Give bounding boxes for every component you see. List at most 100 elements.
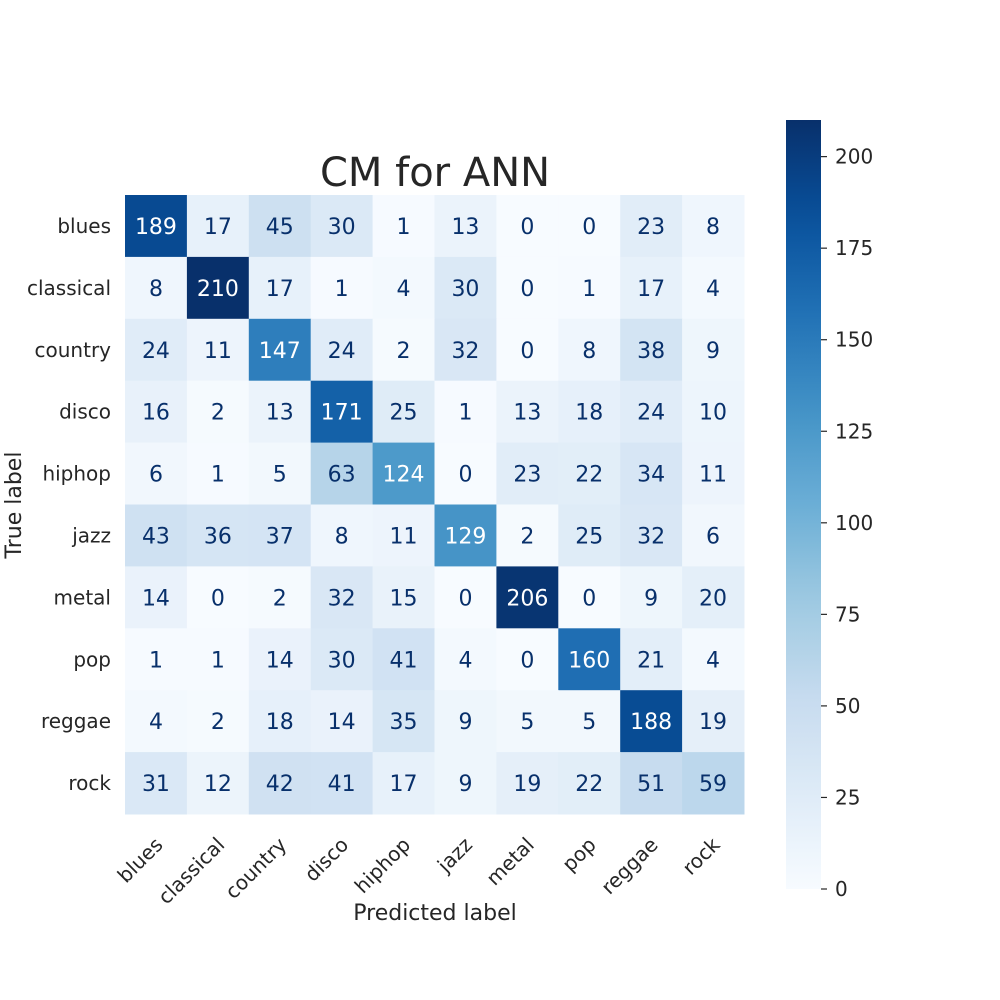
x-axis-label: Predicted label [353,901,516,926]
colorbar-tick-label-50: 50 [835,694,860,718]
heatmap-cell-5-4 [372,504,435,567]
heatmap-cell-9-0 [125,752,188,815]
heatmap-cell-2-5 [434,318,497,382]
heatmap-cell-6-4 [372,566,435,629]
heatmap-cell-3-8 [620,380,683,444]
heatmap-cell-0-5 [434,195,497,258]
x-tick-label-pop: pop [557,833,601,877]
cell-value-0-6: 0 [520,215,534,240]
cell-value-3-2: 13 [266,401,294,426]
heatmap-cell-7-3 [310,628,374,691]
cell-value-8-2: 18 [266,710,294,735]
heatmap-cell-9-7 [558,752,621,815]
cell-value-0-0: 189 [135,215,177,240]
cell-value-0-1: 17 [204,215,232,240]
cell-value-6-6: 206 [506,586,548,611]
cell-value-1-9: 4 [706,277,720,302]
cell-value-5-7: 25 [575,524,603,549]
cell-value-5-5: 129 [444,524,486,549]
cell-value-6-4: 15 [390,586,418,611]
heatmap-cell-1-7 [558,256,621,320]
heatmap-cell-7-6 [496,628,559,691]
heatmap-cell-2-8 [620,318,683,382]
heatmap-cell-3-0 [125,380,188,444]
heatmap-cell-1-5 [434,256,497,320]
heatmap-cell-7-9 [682,628,745,691]
heatmap-cell-2-1 [186,318,250,382]
heatmap-cell-2-6 [496,318,559,382]
cell-value-8-9: 19 [699,710,727,735]
colorbar-tick-label-200: 200 [835,145,873,169]
cell-value-3-3: 171 [321,401,363,426]
cell-value-2-2: 147 [259,339,301,364]
heatmap-cell-2-9 [682,318,745,382]
cell-value-3-5: 1 [458,401,472,426]
heatmap-cell-8-3 [310,690,374,753]
cell-value-8-6: 5 [520,710,534,735]
heatmap-cell-4-8 [620,442,683,505]
heatmap-cell-4-9 [682,442,745,505]
heatmap-cell-9-5 [434,752,497,815]
cell-value-3-4: 25 [390,401,418,426]
cell-value-7-6: 0 [520,648,534,673]
y-tick-label-pop: pop [73,647,111,671]
cell-value-6-2: 2 [273,586,287,611]
colorbar-tick-label-125: 125 [835,419,873,443]
colorbar-tick-label-175: 175 [835,236,873,260]
cell-value-4-9: 11 [699,463,727,488]
heatmap-cell-0-9 [682,195,745,258]
cell-value-0-7: 0 [582,215,596,240]
heatmap-cell-5-9 [682,504,745,567]
cell-value-7-4: 41 [390,648,418,673]
y-tick-label-disco: disco [59,400,111,424]
cell-value-9-6: 19 [513,772,541,797]
heatmap-cell-6-7 [558,566,621,629]
heatmap-cell-1-6 [496,256,559,320]
cell-value-8-5: 9 [458,710,472,735]
x-tick-label-hiphop: hiphop [350,833,415,898]
colorbar [786,120,821,889]
heatmap-cells [125,195,745,815]
heatmap-cell-9-1 [186,752,250,815]
cell-value-9-7: 22 [575,772,603,797]
y-tick-label-jazz: jazz [71,523,111,547]
y-axis-label: True label [2,452,27,560]
heatmap-cell-6-9 [682,566,745,629]
cell-value-2-1: 11 [204,339,232,364]
cell-value-3-0: 16 [142,401,170,426]
y-tick-label-reggae: reggae [41,709,111,733]
heatmap-cell-8-1 [186,690,250,753]
cell-value-3-9: 10 [699,401,727,426]
heatmap-cell-5-3 [310,504,374,567]
cell-value-8-3: 14 [328,710,356,735]
cell-value-0-5: 13 [451,215,479,240]
heatmap-cell-labels: 189 17 45 30 1 13 0 0 23 88 210 17 1 4 30 0 1 17 424 11 147 2… [135,215,727,797]
heatmap-cell-0-1 [186,195,250,258]
heatmap-cell-5-5 [434,504,497,567]
heatmap-cell-5-6 [496,504,559,567]
cell-value-6-3: 32 [328,586,356,611]
heatmap-cell-7-4 [372,628,435,691]
heatmap-cell-3-4 [372,380,435,444]
heatmap-cell-6-8 [620,566,683,629]
y-tick-label-country: country [35,338,112,362]
heatmap-cell-4-1 [186,442,250,505]
colorbar-tick-label-0: 0 [835,877,848,901]
heatmap-cell-9-9 [682,752,745,815]
cell-value-2-6: 0 [520,339,534,364]
cell-value-7-9: 4 [706,648,720,673]
x-tick-label-classical: classical [153,833,229,909]
x-tick-label-disco: disco [300,833,354,887]
heatmap-cell-5-1 [186,504,250,567]
cell-value-8-7: 5 [582,710,596,735]
cell-value-1-6: 0 [520,277,534,302]
y-tick-label-blues: blues [57,214,111,238]
cell-value-1-0: 8 [149,277,163,302]
heatmap-cell-4-7 [558,442,621,505]
heatmap-cell-7-2 [248,628,312,691]
y-axis-ticks: blues classical country disco hiphop jazz meta… [27,214,111,795]
cell-value-3-7: 18 [575,401,603,426]
cell-value-7-2: 14 [266,648,294,673]
heatmap-cell-3-3 [310,380,374,444]
